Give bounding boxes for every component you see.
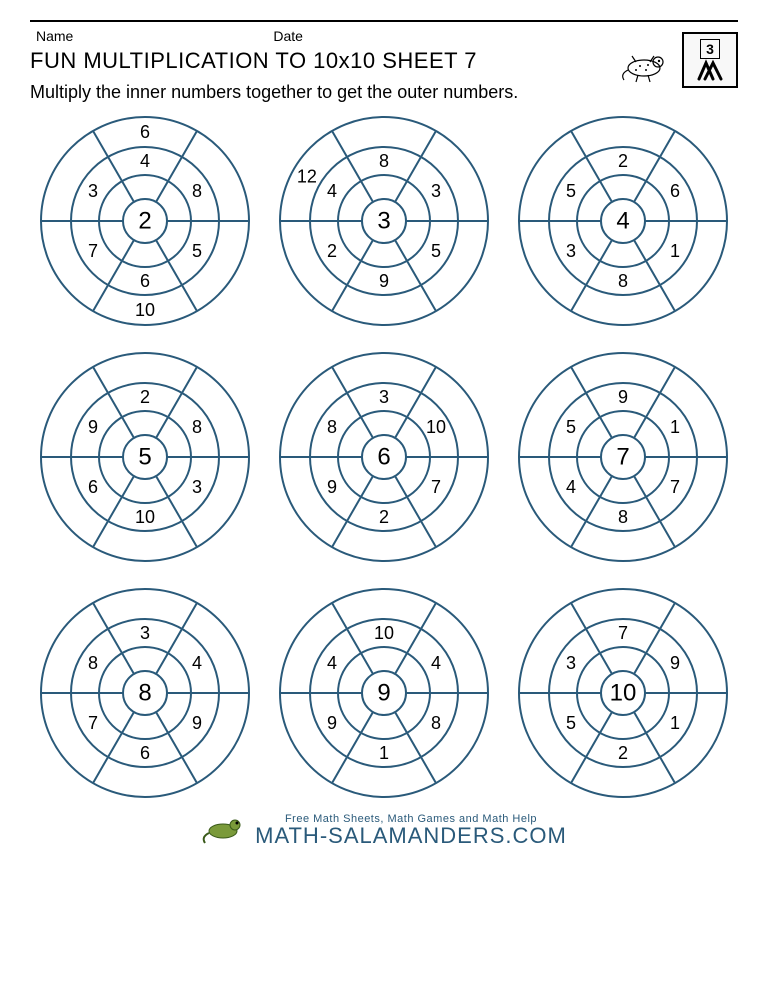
wheel-factor-number: 6 [140,271,150,291]
page-title: FUN MULTIPLICATION TO 10x10 SHEET 7 [30,48,610,74]
wheel-factor-number: 1 [670,241,680,261]
wheel-center-number: 5 [138,444,151,471]
wheel-factor-number: 3 [566,653,576,673]
wheel-center-number: 10 [610,680,637,707]
multiplication-wheel: 5 2 8 3 10 6 9 [30,347,259,567]
footer-brand: MATH-SALAMANDERS.COM [255,825,567,847]
wheel-factor-number: 9 [327,713,337,733]
wheel-factor-number: 4 [327,653,337,673]
wheel-factor-number: 3 [140,623,150,643]
wheel-factor-number: 7 [88,713,98,733]
wheel-factor-number: 10 [426,417,446,437]
wheel-factor-number: 3 [566,241,576,261]
wheel-factor-number: 8 [88,653,98,673]
wheel-factor-number: 9 [192,713,202,733]
wheel-factor-number: 6 [140,743,150,763]
wheel-factor-number: 8 [618,271,628,291]
multiplication-wheel: 8 3 4 9 6 7 8 [30,583,259,803]
salamander-icon [618,46,674,91]
multiplication-wheel: 10 7 9 1 2 5 3 [509,583,738,803]
wheel-factor-number: 8 [327,417,337,437]
wheel-factor-number: 4 [192,653,202,673]
instruction-text: Multiply the inner numbers together to g… [30,82,610,103]
wheel-factor-number: 7 [88,241,98,261]
wheel-factor-number: 5 [192,241,202,261]
wheel-center-number: 9 [377,680,390,707]
wheel-factor-number: 6 [88,477,98,497]
wheel-factor-number: 9 [618,387,628,407]
wheel-factor-number: 10 [374,623,394,643]
wheel-factor-number: 4 [140,151,150,171]
wheel-factor-number: 5 [566,417,576,437]
wheel-center-number: 7 [617,444,630,471]
name-label: Name [36,28,73,44]
wheel-factor-number: 9 [327,477,337,497]
wheel-grid: 2485673610383592412426183552831069631072… [30,111,738,803]
wheel-center-number: 3 [377,208,390,235]
footer-salamander-icon [201,809,247,847]
wheel-factor-number: 9 [88,417,98,437]
footer: Free Math Sheets, Math Games and Math He… [30,809,738,847]
wheel-factor-number: 8 [431,713,441,733]
wheel-answer-number: 12 [297,167,317,187]
wheel-factor-number: 1 [670,713,680,733]
wheel-factor-number: 3 [192,477,202,497]
wheel-factor-number: 7 [431,477,441,497]
wheel-factor-number: 2 [618,743,628,763]
wheel-factor-number: 2 [618,151,628,171]
wheel-factor-number: 9 [670,653,680,673]
date-label: Date [273,28,303,44]
wheel-factor-number: 5 [431,241,441,261]
wheel-factor-number: 7 [670,477,680,497]
wheel-factor-number: 6 [670,181,680,201]
wheel-factor-number: 5 [566,713,576,733]
wheel-factor-number: 2 [379,507,389,527]
wheel-factor-number: 8 [192,181,202,201]
wheel-answer-number: 10 [135,300,155,320]
multiplication-wheel: 3 8 3 5 9 2 4 12 [269,111,498,331]
wheel-factor-number: 3 [379,387,389,407]
multiplication-wheel: 2 4 8 5 6 7 3 6 10 [30,111,259,331]
brand-logo-icon: 3 [682,32,738,88]
wheel-factor-number: 2 [140,387,150,407]
wheel-factor-number: 8 [618,507,628,527]
wheel-factor-number: 10 [135,507,155,527]
wheel-center-number: 6 [377,444,390,471]
wheel-factor-number: 4 [566,477,576,497]
wheel-factor-number: 9 [379,271,389,291]
wheel-factor-number: 3 [88,181,98,201]
wheel-center-number: 4 [617,208,630,235]
multiplication-wheel: 6 3 10 7 2 9 8 [269,347,498,567]
wheel-answer-number: 6 [140,122,150,142]
wheel-center-number: 2 [138,208,151,235]
wheel-factor-number: 8 [192,417,202,437]
wheel-factor-number: 5 [566,181,576,201]
wheel-factor-number: 4 [327,181,337,201]
wheel-center-number: 8 [138,680,151,707]
wheel-factor-number: 3 [431,181,441,201]
multiplication-wheel: 9 10 4 8 1 9 4 [269,583,498,803]
multiplication-wheel: 7 9 1 7 8 4 5 [509,347,738,567]
multiplication-wheel: 4 2 6 1 8 3 5 [509,111,738,331]
wheel-factor-number: 2 [327,241,337,261]
wheel-factor-number: 7 [618,623,628,643]
wheel-factor-number: 1 [670,417,680,437]
wheel-factor-number: 4 [431,653,441,673]
wheel-factor-number: 1 [379,743,389,763]
wheel-factor-number: 8 [379,151,389,171]
